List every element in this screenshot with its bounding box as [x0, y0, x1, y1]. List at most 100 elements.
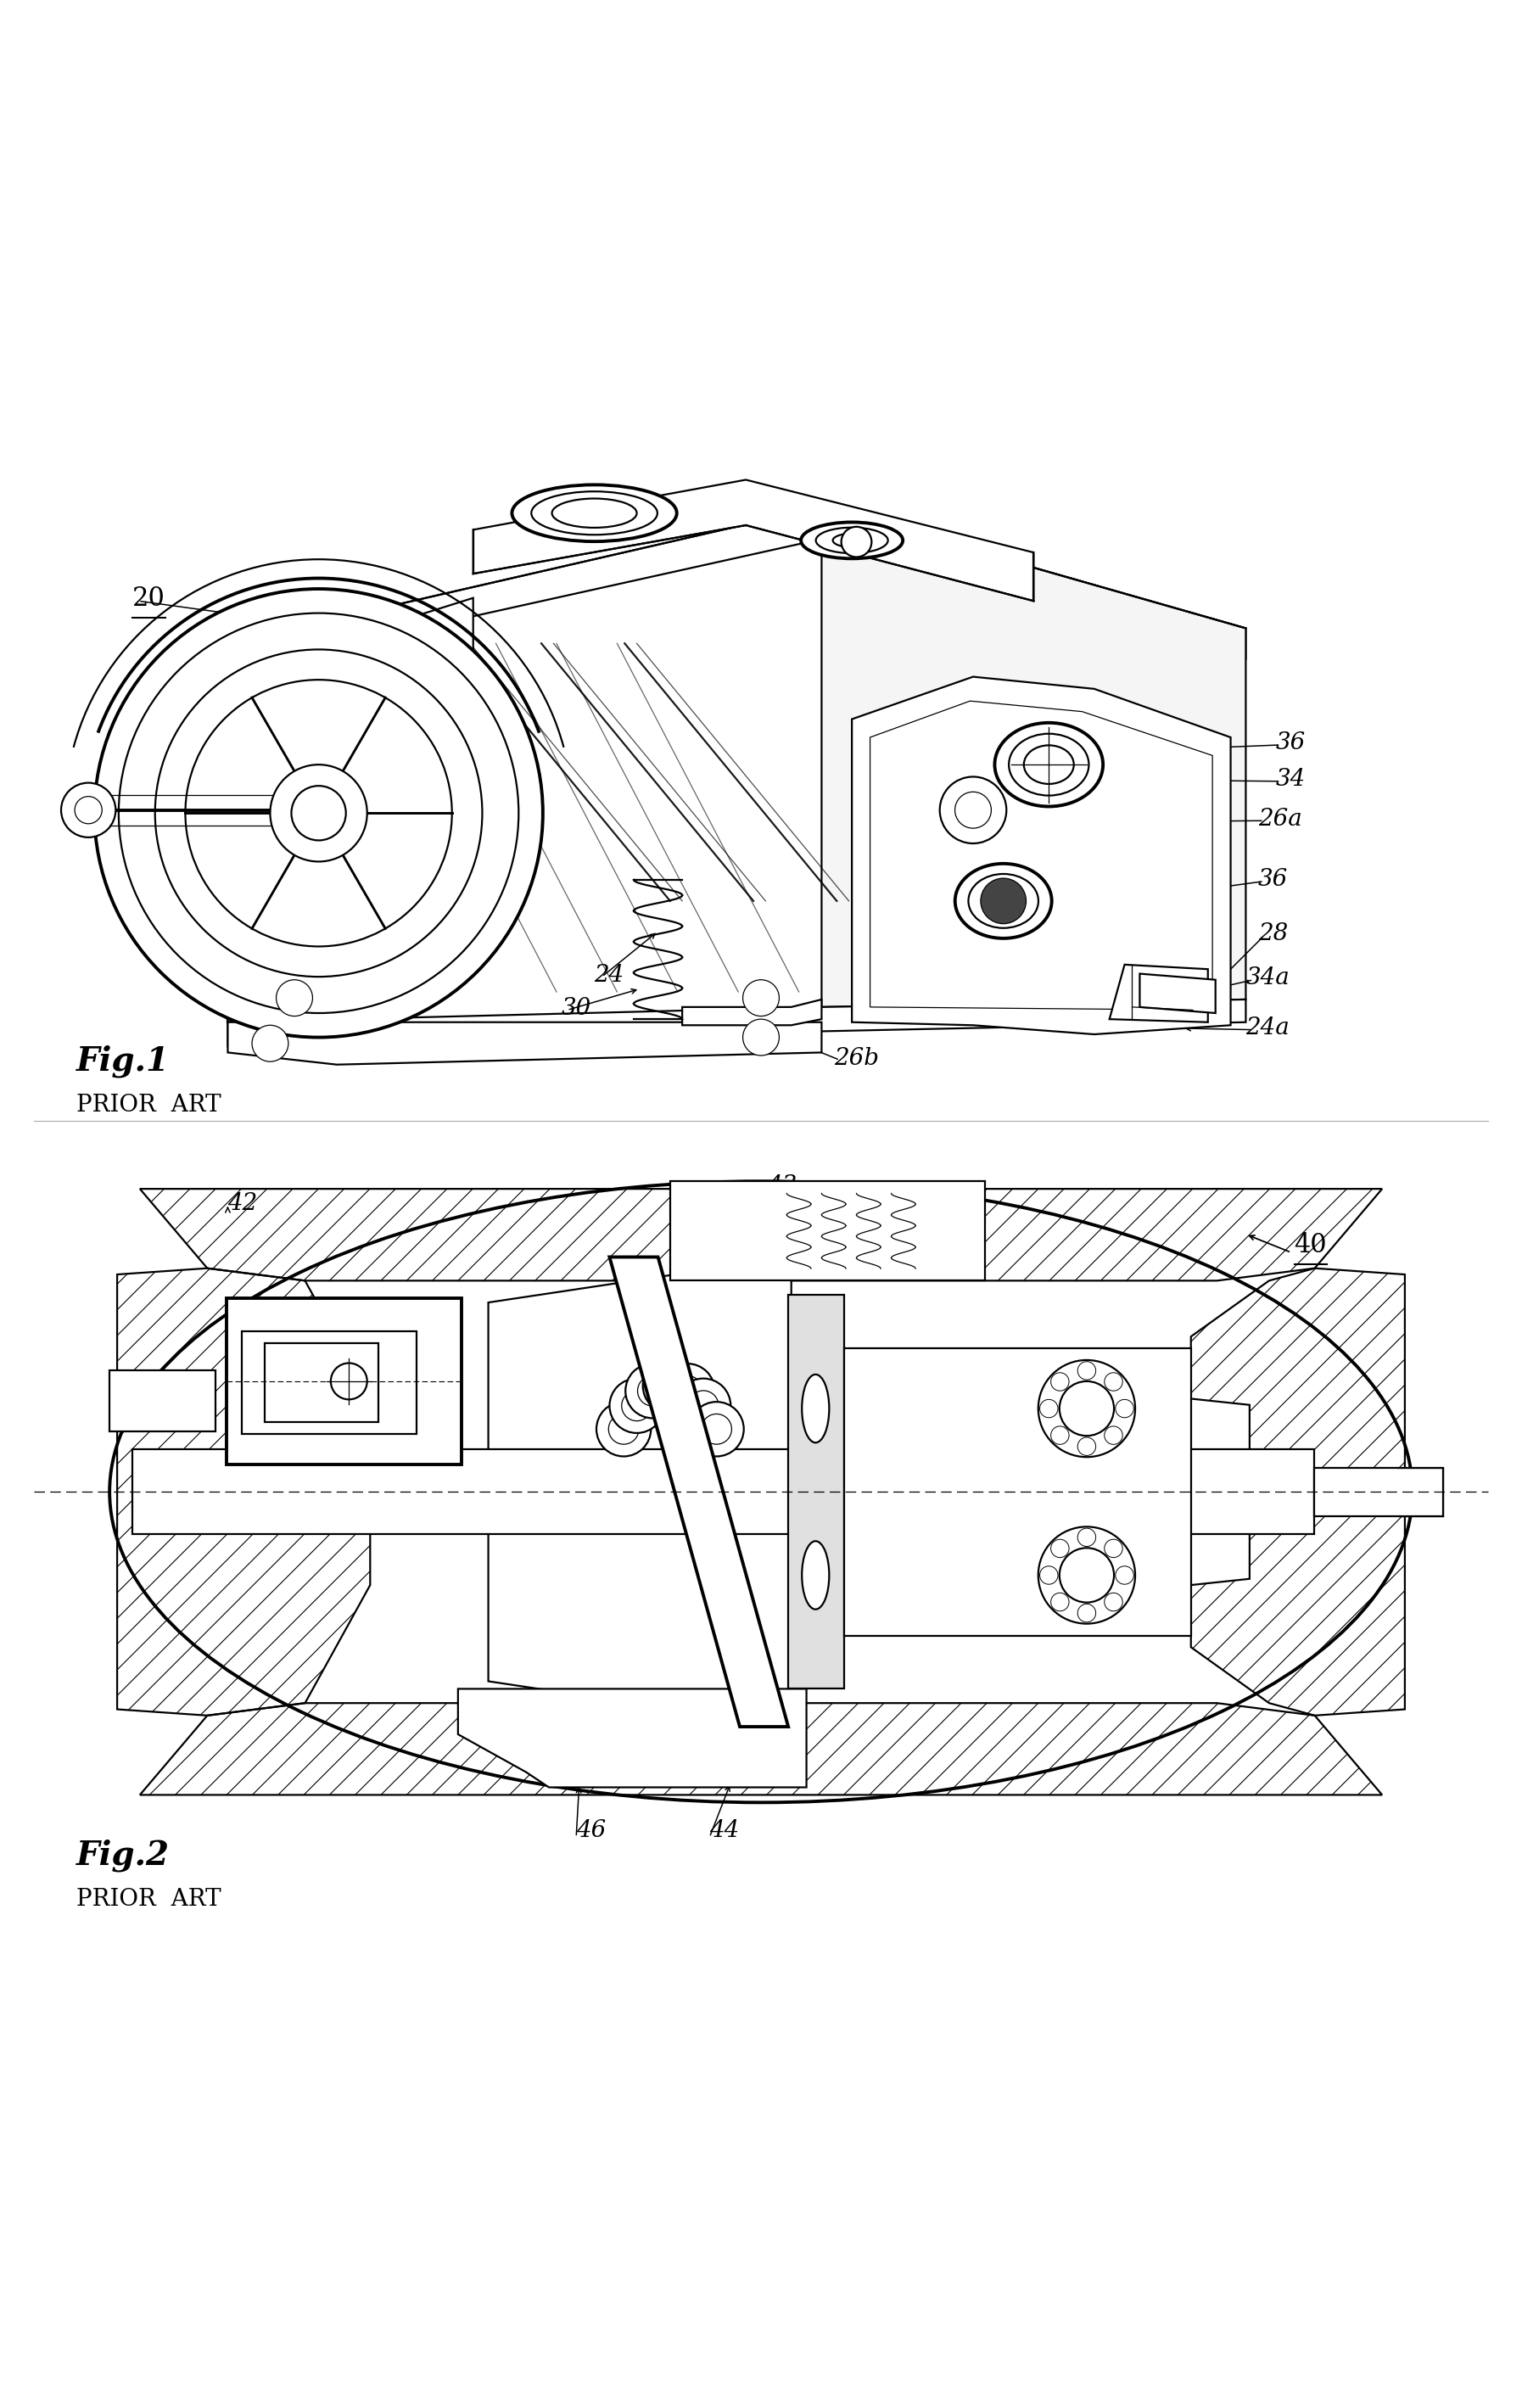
- Polygon shape: [1110, 966, 1208, 1021]
- Ellipse shape: [801, 523, 903, 559]
- Ellipse shape: [802, 1541, 829, 1609]
- Text: 42: 42: [228, 1192, 257, 1216]
- Bar: [242, 1332, 416, 1435]
- Polygon shape: [822, 508, 1247, 1007]
- Text: PRIOR  ART: PRIOR ART: [76, 1093, 221, 1117]
- Circle shape: [743, 980, 779, 1016]
- Circle shape: [642, 1358, 697, 1413]
- Circle shape: [638, 1375, 668, 1406]
- Circle shape: [689, 1401, 744, 1457]
- Circle shape: [94, 590, 543, 1038]
- Circle shape: [1038, 1361, 1135, 1457]
- Polygon shape: [609, 1257, 788, 1727]
- Circle shape: [186, 679, 452, 946]
- Circle shape: [1078, 1604, 1096, 1623]
- Circle shape: [1105, 1594, 1123, 1611]
- Polygon shape: [228, 508, 1247, 672]
- Circle shape: [954, 792, 991, 828]
- Polygon shape: [473, 479, 1033, 602]
- Polygon shape: [458, 1688, 807, 1787]
- Circle shape: [271, 766, 367, 862]
- Ellipse shape: [816, 527, 887, 554]
- Bar: [132, 1450, 1313, 1534]
- Circle shape: [609, 1413, 639, 1445]
- Circle shape: [621, 1389, 651, 1421]
- Ellipse shape: [552, 498, 636, 527]
- Circle shape: [1050, 1373, 1068, 1392]
- Circle shape: [1078, 1529, 1096, 1546]
- Text: 43: 43: [767, 1175, 798, 1197]
- Circle shape: [842, 527, 872, 556]
- Polygon shape: [228, 628, 367, 1021]
- Text: 36: 36: [1275, 732, 1306, 754]
- Circle shape: [1050, 1594, 1068, 1611]
- Circle shape: [1105, 1373, 1123, 1392]
- Polygon shape: [367, 597, 473, 992]
- Text: 44: 44: [709, 1820, 740, 1842]
- Text: 22: 22: [409, 1040, 440, 1062]
- Ellipse shape: [956, 864, 1052, 939]
- Circle shape: [1050, 1539, 1068, 1558]
- Polygon shape: [845, 1348, 1190, 1635]
- Text: 36: 36: [1257, 867, 1288, 891]
- Text: 46: 46: [577, 1820, 606, 1842]
- Bar: [110, 1370, 216, 1430]
- Circle shape: [939, 778, 1006, 843]
- Circle shape: [1116, 1565, 1134, 1584]
- Circle shape: [119, 614, 519, 1014]
- Ellipse shape: [560, 501, 629, 525]
- Circle shape: [253, 1026, 288, 1062]
- Circle shape: [75, 797, 102, 824]
- Polygon shape: [682, 999, 822, 1026]
- Polygon shape: [228, 999, 1247, 1047]
- Circle shape: [673, 1375, 703, 1406]
- Circle shape: [702, 1413, 732, 1445]
- Circle shape: [1050, 1426, 1068, 1445]
- Polygon shape: [788, 1296, 845, 1688]
- Circle shape: [1040, 1399, 1058, 1418]
- Circle shape: [291, 785, 345, 840]
- Ellipse shape: [833, 535, 871, 547]
- Circle shape: [155, 650, 482, 978]
- Circle shape: [609, 1377, 664, 1433]
- Circle shape: [61, 783, 116, 838]
- Polygon shape: [852, 677, 1231, 1035]
- Text: 34: 34: [1275, 768, 1306, 790]
- Ellipse shape: [1009, 734, 1088, 795]
- Ellipse shape: [531, 491, 658, 535]
- Circle shape: [1059, 1382, 1114, 1435]
- Text: 26a: 26a: [1257, 807, 1301, 831]
- Polygon shape: [228, 1021, 822, 1064]
- Bar: [670, 1182, 985, 1281]
- Circle shape: [626, 1363, 680, 1418]
- Ellipse shape: [1024, 746, 1075, 785]
- Circle shape: [676, 1377, 731, 1433]
- Bar: [1313, 1466, 1443, 1517]
- Text: 34a: 34a: [1247, 966, 1289, 990]
- Polygon shape: [489, 1257, 791, 1727]
- Text: 30: 30: [562, 997, 591, 1019]
- Ellipse shape: [110, 1182, 1412, 1804]
- Ellipse shape: [983, 886, 1023, 917]
- Circle shape: [1038, 1527, 1135, 1623]
- Ellipse shape: [802, 1375, 829, 1442]
- Ellipse shape: [995, 722, 1103, 807]
- Circle shape: [1078, 1438, 1096, 1454]
- Polygon shape: [1140, 973, 1216, 1014]
- Bar: [227, 1298, 461, 1464]
- Text: 26b: 26b: [834, 1047, 878, 1069]
- Text: 20: 20: [132, 585, 166, 612]
- Circle shape: [743, 1019, 779, 1055]
- Circle shape: [1059, 1548, 1114, 1601]
- Circle shape: [1078, 1361, 1096, 1380]
- Text: 24: 24: [595, 963, 624, 987]
- Circle shape: [661, 1363, 715, 1418]
- Circle shape: [1040, 1565, 1058, 1584]
- Text: 24a: 24a: [1247, 1016, 1289, 1040]
- Circle shape: [330, 1363, 367, 1399]
- Circle shape: [1105, 1539, 1123, 1558]
- Circle shape: [980, 879, 1026, 925]
- Ellipse shape: [511, 484, 677, 542]
- Text: Fig.1: Fig.1: [76, 1045, 169, 1079]
- Ellipse shape: [968, 874, 1038, 927]
